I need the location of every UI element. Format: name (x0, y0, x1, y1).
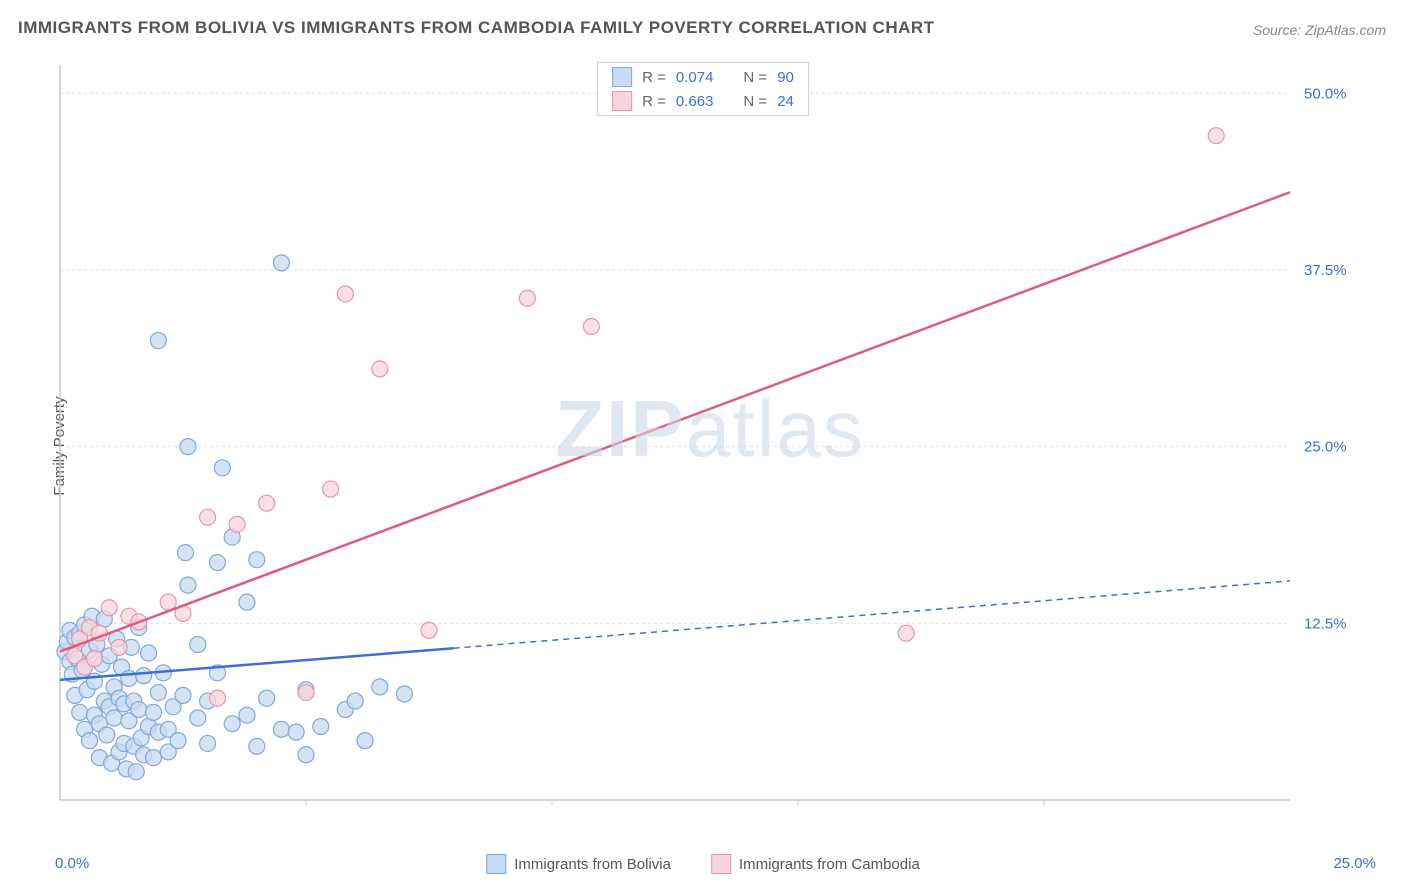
svg-text:50.0%: 50.0% (1304, 85, 1347, 102)
swatch-cambodia (612, 91, 632, 111)
legend-item-bolivia: Immigrants from Bolivia (486, 854, 671, 874)
swatch-cambodia-icon (711, 854, 731, 874)
legend-label-bolivia: Immigrants from Bolivia (514, 856, 671, 873)
legend-label-cambodia: Immigrants from Cambodia (739, 856, 920, 873)
legend-item-cambodia: Immigrants from Cambodia (711, 854, 920, 874)
chart-title: IMMIGRANTS FROM BOLIVIA VS IMMIGRANTS FR… (18, 18, 935, 38)
scatter-chart-svg: 12.5% 25.0% 37.5% 50.0% (50, 55, 1370, 835)
chart-source: Source: ZipAtlas.com (1253, 22, 1386, 38)
swatch-bolivia-icon (486, 854, 506, 874)
x-axis-tick-min: 0.0% (55, 855, 89, 872)
svg-text:37.5%: 37.5% (1304, 262, 1347, 279)
chart-area: 12.5%25.0%37.5%50.0% ZIPatlas (50, 55, 1370, 835)
legend-stats: R =0.074 N =90 R =0.663 N =24 (597, 62, 809, 116)
legend-stats-row-bolivia: R =0.074 N =90 (598, 65, 808, 89)
legend-stats-row-cambodia: R =0.663 N =24 (598, 89, 808, 113)
legend-series: Immigrants from Bolivia Immigrants from … (486, 854, 920, 874)
svg-text:25.0%: 25.0% (1304, 439, 1347, 456)
x-axis-tick-max: 25.0% (1333, 855, 1376, 872)
swatch-bolivia (612, 67, 632, 87)
svg-text:12.5%: 12.5% (1304, 615, 1347, 632)
